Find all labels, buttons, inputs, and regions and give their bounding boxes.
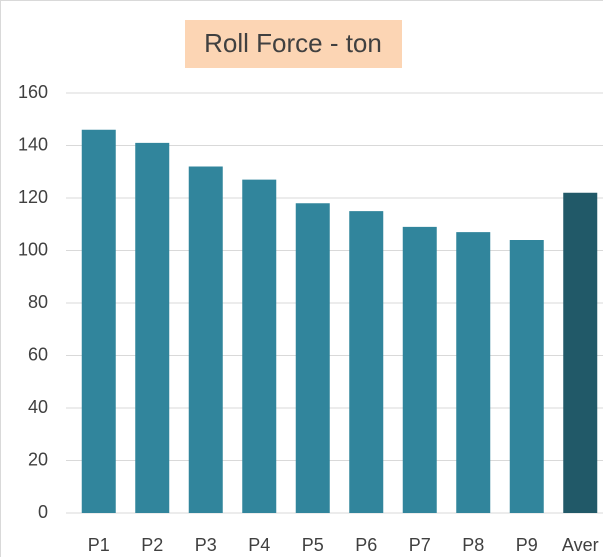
y-tick-label: 120 (18, 187, 48, 207)
x-tick-label: P3 (195, 535, 217, 555)
y-tick-label: 160 (18, 82, 48, 102)
y-tick-label: 100 (18, 239, 48, 259)
x-tick-label: P7 (409, 535, 431, 555)
x-tick-label: P5 (302, 535, 324, 555)
bar (456, 232, 491, 513)
y-tick-label: 40 (28, 397, 48, 417)
bar (295, 203, 330, 513)
bar (242, 179, 277, 513)
bar (402, 226, 437, 513)
y-tick-label: 60 (28, 344, 48, 364)
chart-title: Roll Force - ton (204, 28, 382, 58)
bar (563, 192, 598, 513)
x-tick-label: Aver (562, 535, 599, 555)
bar (509, 240, 544, 513)
y-tick-label: 80 (28, 292, 48, 312)
x-tick-label: P9 (516, 535, 538, 555)
title-box (185, 20, 402, 68)
bar (188, 166, 223, 513)
y-tick-label: 20 (28, 449, 48, 469)
x-tick-label: P1 (88, 535, 110, 555)
bar (349, 211, 384, 513)
bar (135, 142, 170, 513)
x-tick-label: P2 (141, 535, 163, 555)
x-tick-label: P4 (248, 535, 270, 555)
x-tick-label: P8 (462, 535, 484, 555)
y-tick-label: 140 (18, 134, 48, 154)
y-tick-label: 0 (38, 502, 48, 522)
x-tick-label: P6 (355, 535, 377, 555)
bar (81, 129, 116, 513)
